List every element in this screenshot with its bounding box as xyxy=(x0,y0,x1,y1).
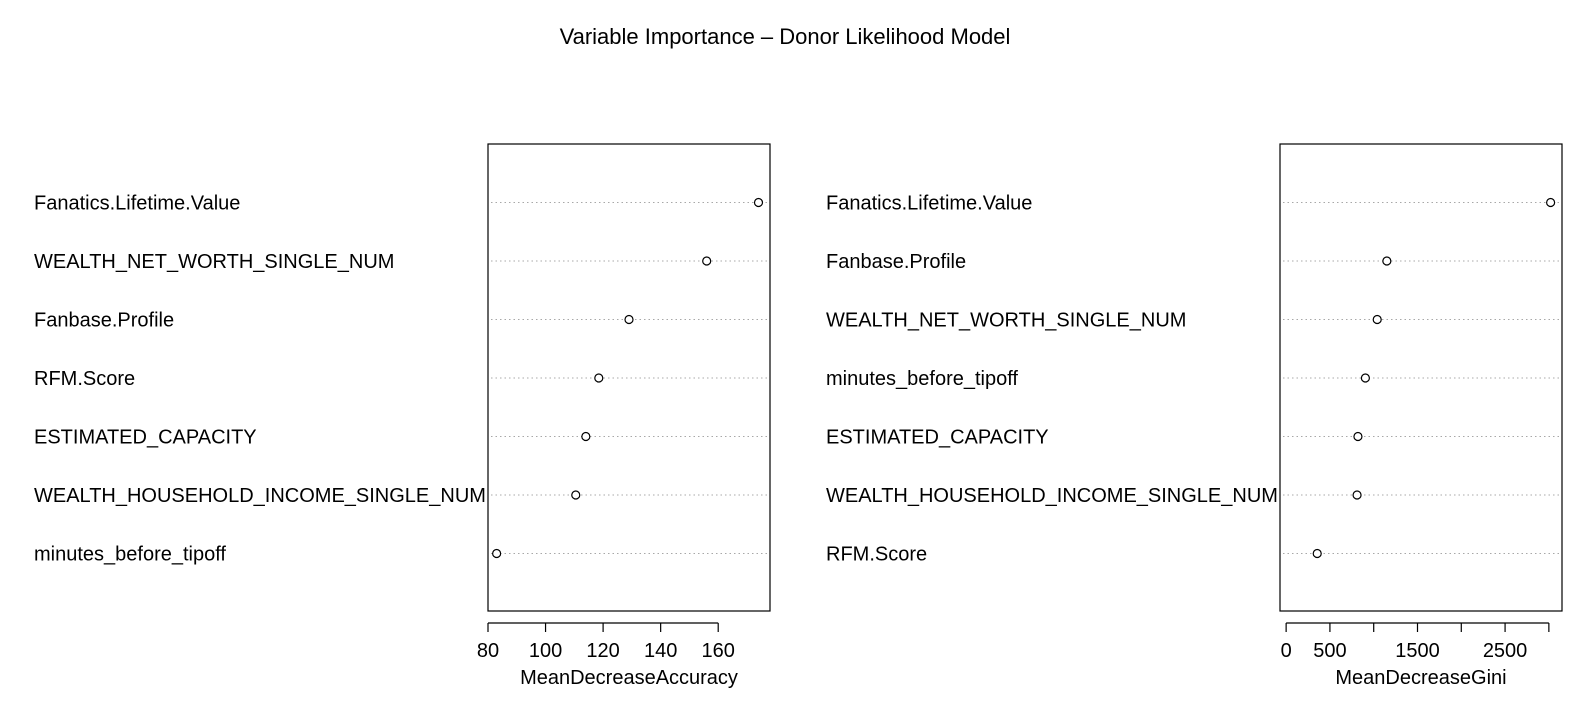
x-axis-label: MeanDecreaseAccuracy xyxy=(520,667,738,689)
data-point xyxy=(492,548,502,559)
data-point xyxy=(594,373,604,383)
category-label: Fanatics.Lifetime.Value xyxy=(34,193,240,215)
accuracy-panel: Fanatics.Lifetime.Value WEALTH_NET_WORTH_… xyxy=(34,143,771,689)
data-point xyxy=(702,256,712,266)
category-label: RFM.Score xyxy=(34,368,135,390)
category-label: minutes_before_tipoff xyxy=(34,544,226,566)
data-point xyxy=(581,431,591,442)
plot-frame xyxy=(1279,143,1563,612)
data-point xyxy=(1382,256,1392,266)
gini-panel: Fanatics.Lifetime.Value Fanbase.Profile WE… xyxy=(826,143,1563,689)
data-point xyxy=(624,314,634,325)
category-label: WEALTH_NET_WORTH_SINGLE_NUM xyxy=(34,251,394,273)
data-point xyxy=(1353,431,1363,442)
category-label: RFM.Score xyxy=(826,544,927,566)
x-tick-label: 140 xyxy=(644,640,677,662)
x-tick-label: 80 xyxy=(477,640,499,662)
category-label: ESTIMATED_CAPACITY xyxy=(826,427,1049,449)
x-tick-label: 160 xyxy=(702,640,735,662)
data-point xyxy=(1372,314,1382,325)
x-tick-label: 500 xyxy=(1313,640,1346,662)
x-axis-label: MeanDecreaseGini xyxy=(1335,667,1506,689)
chart-title: Variable Importance – Donor Likelihood M… xyxy=(560,24,1011,49)
category-label: Fanbase.Profile xyxy=(826,251,966,273)
x-tick-label: 2500 xyxy=(1483,640,1528,662)
category-label: minutes_before_tipoff xyxy=(826,368,1018,390)
category-label: ESTIMATED_CAPACITY xyxy=(34,427,257,449)
x-tick-label: 120 xyxy=(586,640,619,662)
x-tick-label: 0 xyxy=(1281,640,1292,662)
data-point xyxy=(571,490,581,500)
category-label: WEALTH_HOUSEHOLD_INCOME_SINGLE_NUM xyxy=(34,485,486,507)
x-tick-label: 100 xyxy=(529,640,562,662)
category-label: Fanatics.Lifetime.Value xyxy=(826,193,1032,215)
x-tick-label: 1500 xyxy=(1395,640,1440,662)
category-label: WEALTH_HOUSEHOLD_INCOME_SINGLE_NUM xyxy=(826,485,1278,507)
category-label: WEALTH_NET_WORTH_SINGLE_NUM xyxy=(826,310,1186,332)
data-point xyxy=(753,197,764,208)
category-label: Fanbase.Profile xyxy=(34,310,174,332)
data-point xyxy=(1312,548,1322,559)
data-point xyxy=(1352,490,1362,500)
data-point xyxy=(1360,373,1370,383)
plot-frame xyxy=(487,143,771,612)
data-point xyxy=(1546,197,1556,208)
